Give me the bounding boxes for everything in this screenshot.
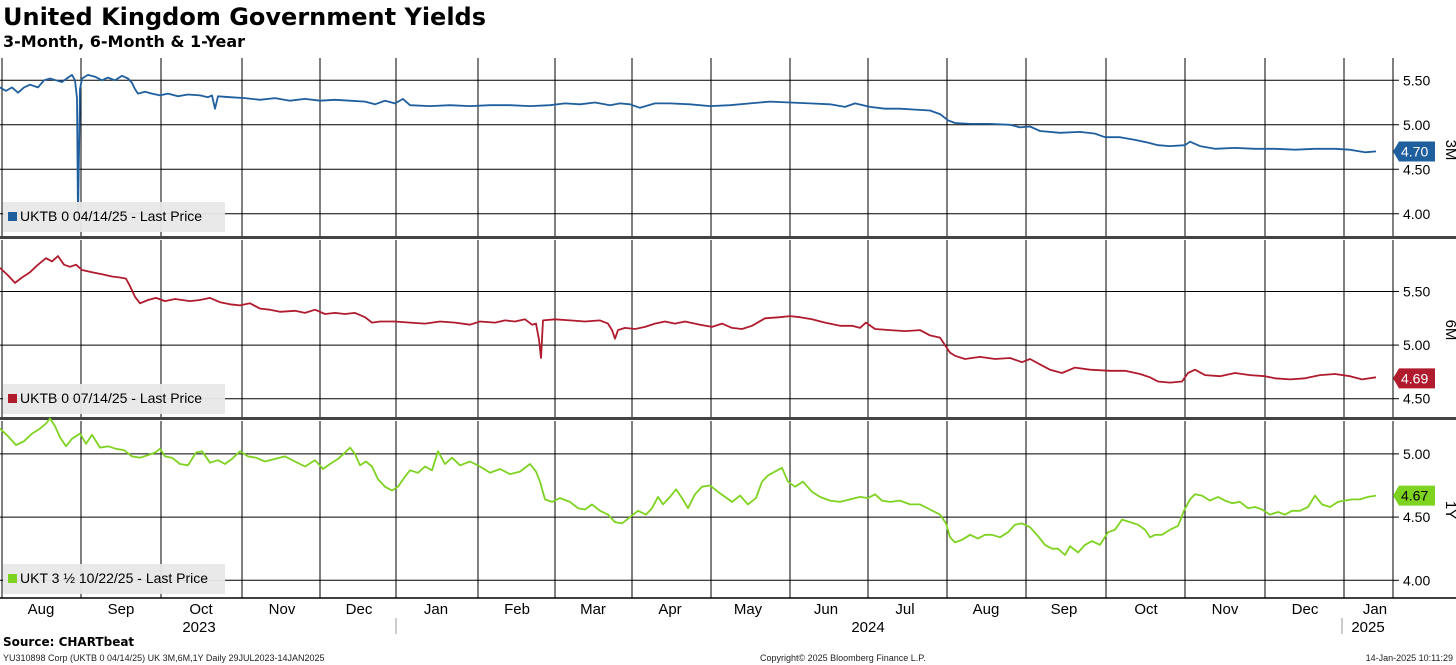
y-tick-label: 4.00 <box>1403 572 1430 588</box>
x-tick-label: Dec <box>1292 601 1319 618</box>
panel-separator <box>0 236 1456 239</box>
y-tick-label: 5.50 <box>1403 283 1430 299</box>
x-tick-label: Sep <box>1051 601 1078 618</box>
last-value-tag-bg <box>1393 141 1435 162</box>
x-tick-label: Oct <box>189 601 213 618</box>
year-label: 2025 <box>1351 619 1384 636</box>
last-value-tag: 4.70 <box>1393 141 1435 162</box>
x-tick-label: Oct <box>1134 601 1158 618</box>
x-tick-label: Dec <box>346 601 373 618</box>
x-tick-label: May <box>734 601 763 618</box>
legend-box <box>3 202 225 232</box>
series-line-3m <box>0 74 1377 220</box>
panel-label-6m: 6M <box>1442 320 1456 341</box>
y-tick-label: 5.00 <box>1403 446 1430 462</box>
chart-title: United Kingdom Government Yields <box>3 3 487 31</box>
y-tick-label: 5.00 <box>1403 117 1430 133</box>
x-tick-label: Aug <box>28 601 55 618</box>
chart-subtitle: 3-Month, 6-Month & 1-Year <box>3 32 246 51</box>
legend-label: UKTB 0 07/14/25 - Last Price <box>20 390 202 406</box>
source-note: Source: CHARTbeat <box>3 635 135 649</box>
last-value-tag: 4.69 <box>1393 368 1435 389</box>
last-value-tag-bg <box>1393 485 1435 506</box>
year-label: 2023 <box>182 619 215 636</box>
x-tick-label: Aug <box>973 601 1000 618</box>
legend-swatch <box>8 212 17 221</box>
legend-box <box>3 384 225 414</box>
panel-separator <box>0 417 1456 420</box>
y-tick-label: 4.50 <box>1403 161 1430 177</box>
legend-swatch <box>8 394 17 403</box>
series-line-1y <box>0 417 1377 556</box>
y-tick-label: 4.50 <box>1403 509 1430 525</box>
series-line-6m <box>0 255 1377 384</box>
x-tick-label: Apr <box>658 601 681 618</box>
last-value-label: 4.69 <box>1401 370 1428 386</box>
legend-box <box>3 564 225 594</box>
last-value-tag: 4.67 <box>1393 485 1435 506</box>
x-tick-label: Feb <box>504 601 530 618</box>
footer-copyright: Copyright© 2025 Bloomberg Finance L.P. <box>760 653 926 663</box>
last-value-label: 4.70 <box>1401 143 1428 159</box>
x-tick-label: Sep <box>108 601 135 618</box>
x-tick-label: Jan <box>424 601 448 618</box>
year-label: 2024 <box>851 619 884 636</box>
y-tick-label: 4.50 <box>1403 391 1430 407</box>
x-tick-label: Jan <box>1363 601 1387 618</box>
y-tick-label: 4.00 <box>1403 206 1430 222</box>
y-tick-label: 5.00 <box>1403 337 1430 353</box>
last-value-tag-bg <box>1393 368 1435 389</box>
x-tick-label: Mar <box>580 601 606 618</box>
panel-label-3m: 3M <box>1442 140 1456 161</box>
x-tick-label: Nov <box>269 601 296 618</box>
x-tick-label: Jul <box>895 601 914 618</box>
panel-label-1y: 1Y <box>1442 501 1456 519</box>
legend-label: UKT 3 ½ 10/22/25 - Last Price <box>20 570 208 586</box>
last-value-label: 4.67 <box>1401 488 1428 504</box>
legend-label: UKTB 0 04/14/25 - Last Price <box>20 208 202 224</box>
y-tick-label: 5.50 <box>1403 72 1430 88</box>
footer-security-info: YU310898 Corp (UKTB 0 04/14/25) UK 3M,6M… <box>3 653 325 663</box>
footer-timestamp: 14-Jan-2025 10:11:29 <box>1365 653 1453 663</box>
x-tick-label: Jun <box>814 601 838 618</box>
x-tick-label: Nov <box>1212 601 1239 618</box>
legend-swatch <box>8 574 17 583</box>
